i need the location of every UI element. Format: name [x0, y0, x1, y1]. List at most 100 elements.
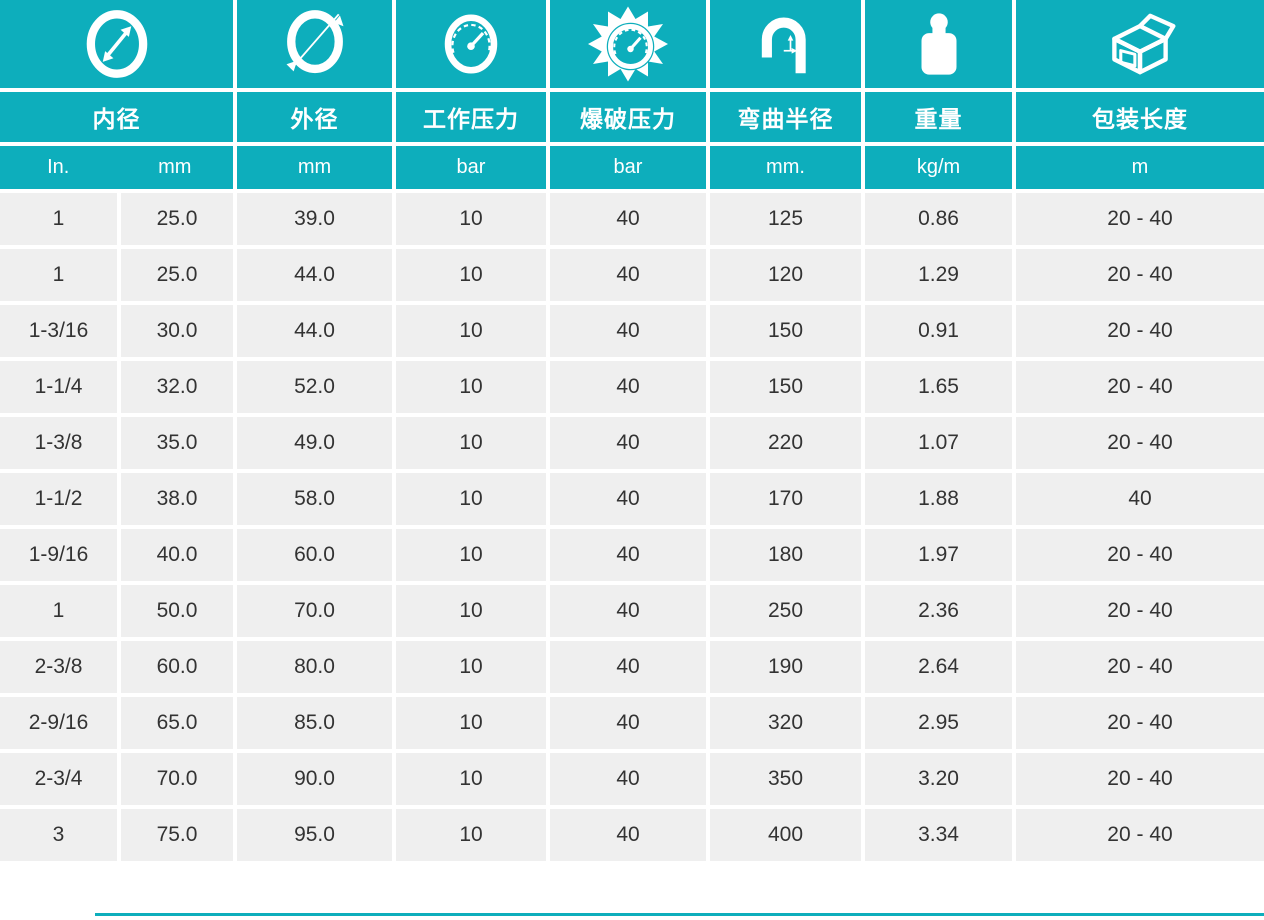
- table-cell: 30.0: [121, 305, 233, 357]
- table-cell: 0.91: [865, 305, 1012, 357]
- group-label-bend-radius: 弯曲半径: [710, 92, 861, 142]
- table-cell: 1-3/16: [0, 305, 117, 357]
- table-cell: 3.20: [865, 753, 1012, 805]
- table-cell: 40: [550, 193, 706, 245]
- table-cell: 38.0: [121, 473, 233, 525]
- table-body: 1 25.0 39.0 10 40 125 0.86 20 - 40 1 25.0 44.0 10 40…: [0, 193, 1264, 861]
- table-cell: 75.0: [121, 809, 233, 861]
- table-cell: 3.34: [865, 809, 1012, 861]
- table-cell: 10: [396, 697, 546, 749]
- table-cell: 25.0: [121, 193, 233, 245]
- table-cell: 10: [396, 473, 546, 525]
- table-cell: 20 - 40: [1016, 529, 1264, 581]
- table-cell: 250: [710, 585, 861, 637]
- spec-table: 内径 外径 工作压力 爆破压力 弯曲半径 重量 包装长度 In. mm mm b…: [0, 0, 1264, 861]
- table-cell: 1: [0, 193, 117, 245]
- unit-burst-pressure: bar: [550, 146, 706, 189]
- table-cell: 0.86: [865, 193, 1012, 245]
- table-cell: 1.65: [865, 361, 1012, 413]
- group-label-packing-length: 包装长度: [1016, 92, 1264, 142]
- table-cell: 180: [710, 529, 861, 581]
- table-cell: 40: [550, 529, 706, 581]
- table-row: 1 25.0 44.0 10 40 120 1.29 20 - 40: [0, 249, 1264, 301]
- table-cell: 20 - 40: [1016, 585, 1264, 637]
- table-cell: 10: [396, 753, 546, 805]
- package-box-icon-cell: [1016, 0, 1264, 88]
- table-cell: 52.0: [237, 361, 392, 413]
- table-cell: 1-1/4: [0, 361, 117, 413]
- table-cell: 350: [710, 753, 861, 805]
- table-cell: 40: [550, 473, 706, 525]
- table-cell: 10: [396, 249, 546, 301]
- table-cell: 1-9/16: [0, 529, 117, 581]
- package-box-icon: [1112, 13, 1176, 75]
- unit-inner-diameter: In. mm: [0, 146, 233, 189]
- unit-weight: kg/m: [865, 146, 1012, 189]
- table-cell: 50.0: [121, 585, 233, 637]
- table-cell: 85.0: [237, 697, 392, 749]
- table-cell: 2-9/16: [0, 697, 117, 749]
- table-cell: 70.0: [121, 753, 233, 805]
- bottom-accent-strip: [95, 913, 1264, 916]
- table-row: 1-1/4 32.0 52.0 10 40 150 1.65 20 - 40: [0, 361, 1264, 413]
- table-cell: 20 - 40: [1016, 361, 1264, 413]
- table-cell: 40: [1016, 473, 1264, 525]
- table-cell: 95.0: [237, 809, 392, 861]
- table-cell: 20 - 40: [1016, 697, 1264, 749]
- burst-pressure-icon: [588, 6, 668, 82]
- table-cell: 2-3/4: [0, 753, 117, 805]
- pressure-gauge-icon-cell: [396, 0, 546, 88]
- table-cell: 220: [710, 417, 861, 469]
- table-row: 2-3/4 70.0 90.0 10 40 350 3.20 20 - 40: [0, 753, 1264, 805]
- table-cell: 40: [550, 417, 706, 469]
- inner-diameter-icon-cell: [0, 0, 233, 88]
- weight-icon: [921, 13, 956, 75]
- unit-packing-length: m: [1016, 146, 1264, 189]
- table-cell: 20 - 40: [1016, 809, 1264, 861]
- table-cell: 150: [710, 361, 861, 413]
- table-cell: 44.0: [237, 249, 392, 301]
- table-cell: 3: [0, 809, 117, 861]
- unit-bend-radius: mm.: [710, 146, 861, 189]
- table-cell: 40: [550, 753, 706, 805]
- group-label-outer-diameter: 外径: [237, 92, 392, 142]
- table-cell: 40: [550, 361, 706, 413]
- table-cell: 1: [0, 249, 117, 301]
- bend-radius-icon: [761, 17, 806, 74]
- table-cell: 10: [396, 305, 546, 357]
- table-cell: 60.0: [121, 641, 233, 693]
- table-row: 1-9/16 40.0 60.0 10 40 180 1.97 20 - 40: [0, 529, 1264, 581]
- unit-outer-diameter: mm: [237, 146, 392, 189]
- table-cell: 1.88: [865, 473, 1012, 525]
- table-row: 1 25.0 39.0 10 40 125 0.86 20 - 40: [0, 193, 1264, 245]
- table-row: 1-3/16 30.0 44.0 10 40 150 0.91 20 - 40: [0, 305, 1264, 357]
- table-cell: 10: [396, 585, 546, 637]
- table-cell: 400: [710, 809, 861, 861]
- inner-diameter-icon: [86, 10, 147, 78]
- table-row: 1 50.0 70.0 10 40 250 2.36 20 - 40: [0, 585, 1264, 637]
- table-cell: 20 - 40: [1016, 753, 1264, 805]
- table-cell: 2.64: [865, 641, 1012, 693]
- burst-pressure-icon-cell: [550, 0, 706, 88]
- icon-header-row: [0, 0, 1264, 88]
- unit-label-mm: mm: [158, 156, 192, 178]
- table-row: 1-3/8 35.0 49.0 10 40 220 1.07 20 - 40: [0, 417, 1264, 469]
- table-cell: 1.97: [865, 529, 1012, 581]
- table-cell: 25.0: [121, 249, 233, 301]
- table-cell: 44.0: [237, 305, 392, 357]
- table-cell: 10: [396, 529, 546, 581]
- table-row: 1-1/2 38.0 58.0 10 40 170 1.88 40: [0, 473, 1264, 525]
- unit-row: In. mm mm bar bar mm. kg/m m: [0, 146, 1264, 189]
- table-cell: 190: [710, 641, 861, 693]
- table-cell: 35.0: [121, 417, 233, 469]
- table-cell: 40.0: [121, 529, 233, 581]
- table-cell: 40: [550, 585, 706, 637]
- group-label-working-pressure: 工作压力: [396, 92, 546, 142]
- table-cell: 39.0: [237, 193, 392, 245]
- table-cell: 2-3/8: [0, 641, 117, 693]
- table-cell: 40: [550, 249, 706, 301]
- table-cell: 70.0: [237, 585, 392, 637]
- table-cell: 10: [396, 641, 546, 693]
- table-cell: 10: [396, 417, 546, 469]
- table-cell: 1-1/2: [0, 473, 117, 525]
